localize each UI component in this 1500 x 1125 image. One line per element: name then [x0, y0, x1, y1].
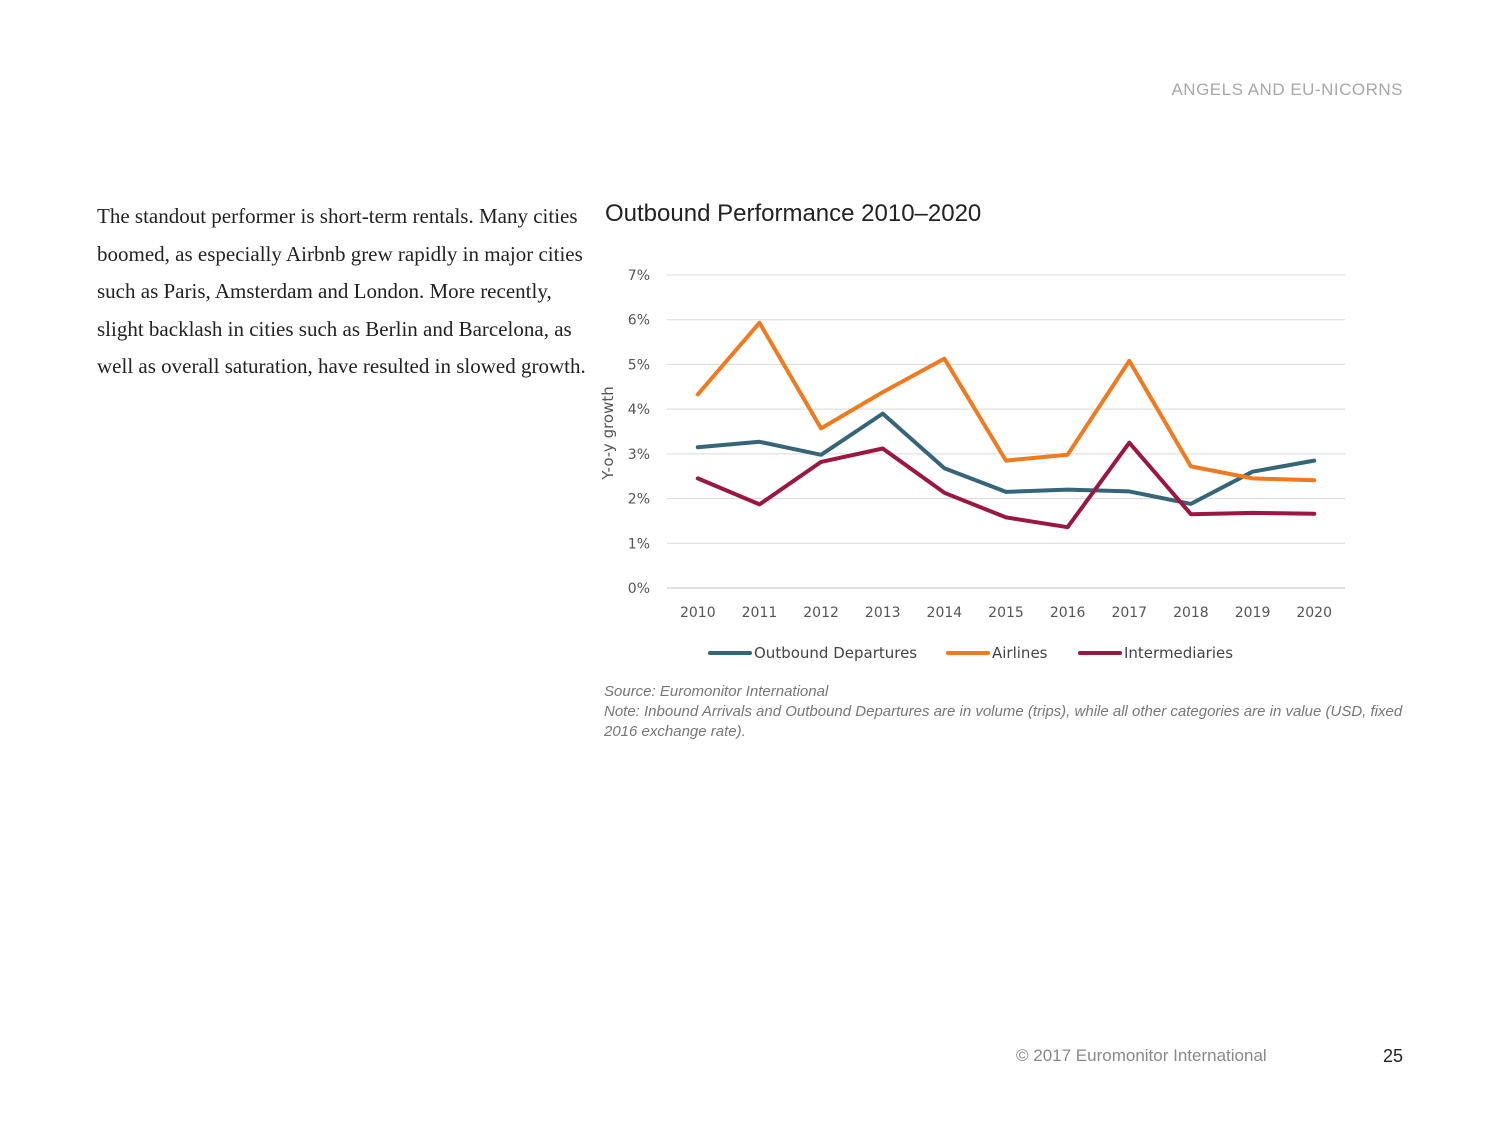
source-line: Source: Euromonitor International [604, 683, 829, 700]
legend-label: Intermediaries [1124, 644, 1233, 662]
legend: Outbound Departures Airlines Intermediarie… [708, 644, 1233, 662]
series-line-intermediaries [695, 440, 1317, 530]
y-axis-ticks: 0% 1% 2% 3% 4% 5% 6% 7% [628, 268, 650, 597]
page-number: 25 [1382, 1046, 1403, 1066]
chart-title: Outbound Performance 2010–2020 [605, 200, 982, 227]
chart-notes: Source: Euromonitor International Note: … [604, 682, 1404, 742]
y-tick-label: 5% [628, 357, 650, 373]
x-tick-label: 2014 [927, 605, 963, 621]
y-tick-label: 3% [628, 447, 650, 463]
footer-copyright: © 2017 Euromonitor International [1016, 1046, 1267, 1065]
gridlines [667, 274, 1345, 589]
x-tick-label: 2013 [865, 605, 901, 621]
x-tick-label: 2019 [1235, 605, 1271, 621]
x-axis-ticks: 2010 2011 2012 2013 2014 2015 2016 2017 2018 2019… [680, 605, 1332, 621]
x-tick-label: 2011 [742, 605, 778, 621]
x-tick-label: 2017 [1111, 605, 1147, 621]
y-tick-label: 6% [628, 313, 650, 329]
series-line-outbound-departures [695, 411, 1317, 506]
line-chart: 0%1%2%3%4%5%6%7% 2010 2011 2012 2013 2014 201… [599, 268, 1345, 662]
legend-label: Outbound Departures [754, 644, 917, 662]
note-line: Note: Inbound Arrivals and Outbound Depa… [604, 703, 1403, 740]
x-tick-label: 2020 [1296, 605, 1332, 621]
x-tick-label: 2016 [1050, 605, 1086, 621]
running-header: ANGELS AND EU-NICORNS [1171, 80, 1403, 99]
series-line-airlines [695, 320, 1317, 483]
y-tick-label: 0% [628, 581, 650, 597]
y-axis-label: Y-o-y growth [599, 386, 617, 481]
series-lines [695, 320, 1317, 530]
x-tick-label: 2018 [1173, 605, 1209, 621]
y-tick-label: 2% [628, 492, 650, 508]
x-tick-label: 2010 [680, 605, 716, 621]
y-tick-label: 4% [628, 402, 650, 418]
x-tick-label: 2015 [988, 605, 1024, 621]
legend-label: Airlines [992, 644, 1048, 662]
x-tick-label: 2012 [803, 605, 839, 621]
body-paragraph: The standout performer is short-term ren… [97, 204, 586, 379]
y-tick-label: 7% [628, 268, 650, 284]
y-tick-label: 1% [628, 536, 650, 552]
